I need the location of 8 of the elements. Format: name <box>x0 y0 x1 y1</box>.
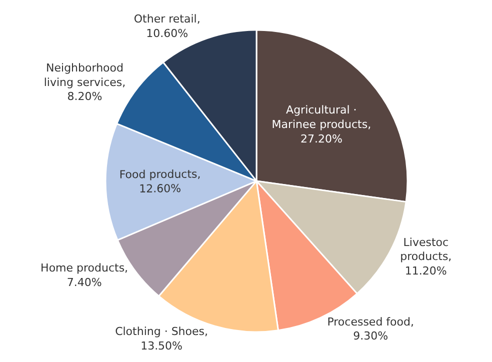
slice-label: Food products, 12.60% <box>119 168 201 196</box>
slice-label: Neighborhood living services, 8.20% <box>44 62 126 104</box>
slice-label: Livestoc products, 11.20% <box>400 236 452 278</box>
slice-label: Agricultural · Marinee products, 27.20% <box>272 104 372 146</box>
slice-label: Other retail, 10.60% <box>134 12 200 40</box>
slice-label: Processed food, 9.30% <box>327 315 414 343</box>
slice-label: Clothing · Shoes, 13.50% <box>115 325 208 352</box>
slice-label: Home products, 7.40% <box>40 262 128 289</box>
